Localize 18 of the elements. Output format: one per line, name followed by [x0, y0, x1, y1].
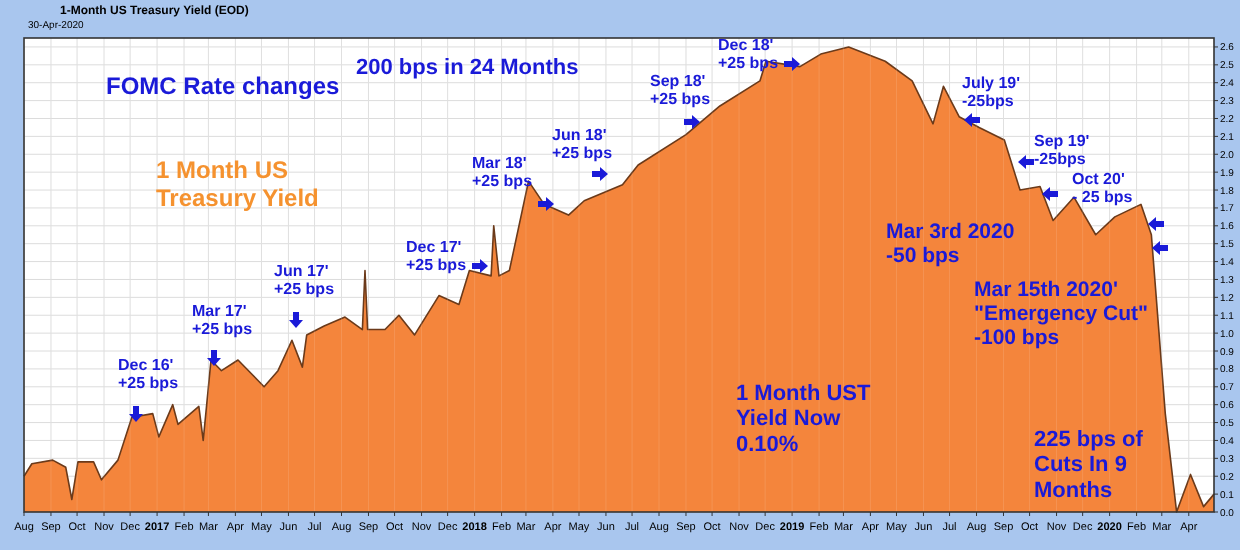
annotation: Sep 19' -25bps: [1034, 132, 1090, 169]
annotation: Mar 3rd 2020 -50 bps: [886, 220, 1015, 269]
annotation: Dec 17' +25 bps: [406, 238, 468, 275]
annotation: FOMC Rate changes: [106, 72, 341, 100]
annotation: Mar 18' +25 bps: [472, 154, 534, 191]
annotation: 1 Month UST Yield Now 0.10%: [736, 382, 871, 457]
annotation: Sep 18' +25 bps: [650, 72, 712, 109]
annotation: Jun 17' +25 bps: [274, 262, 336, 299]
annotation: Mar 15th 2020' "Emergency Cut" -100 bps: [974, 278, 1148, 351]
annotation: July 19' -25bps: [962, 74, 1021, 111]
annotation: Mar 17' +25 bps: [192, 302, 254, 339]
annotation: Dec 16' +25 bps: [118, 356, 180, 393]
annotation: 225 bps of Cuts In 9 Months: [1034, 428, 1144, 503]
annotation: 200 bps in 24 Months: [356, 56, 579, 80]
annotation: Dec 18' +25 bps: [718, 36, 780, 73]
annotation: Jun 18' +25 bps: [552, 126, 614, 163]
annotation: 1 Month US Treasury Yield: [156, 156, 319, 212]
annotation: Oct 20' - 25 bps: [1072, 170, 1134, 207]
